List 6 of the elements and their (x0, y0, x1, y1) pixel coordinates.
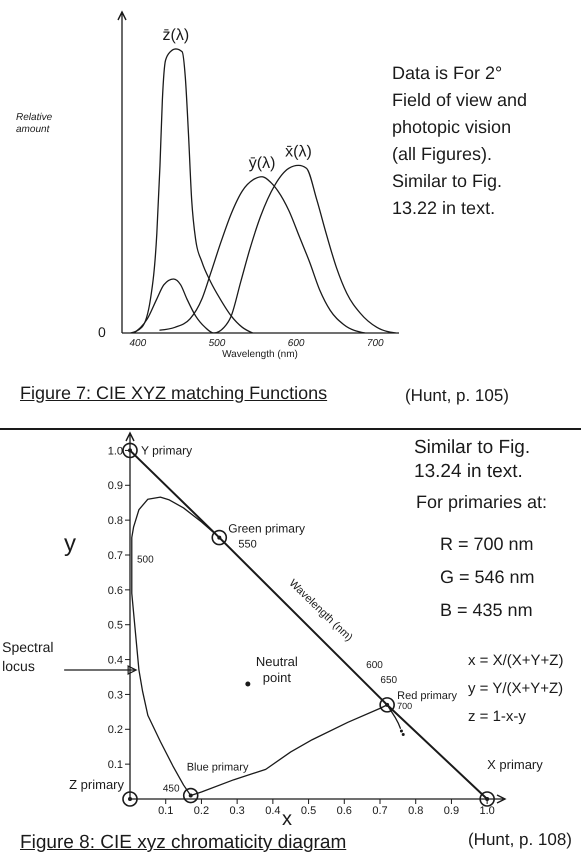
text: 0 (98, 324, 106, 340)
series-label: ȳ(λ) (248, 154, 276, 172)
series-label: z̄(λ) (162, 26, 190, 44)
series-label: x̄(λ) (285, 143, 312, 160)
annotation: Data is For 2° Field of view and photopic vision (all Figures). Similar to Fig. 13.22 in text. (392, 62, 528, 220)
y-axis-title: Relative amount (16, 112, 54, 136)
